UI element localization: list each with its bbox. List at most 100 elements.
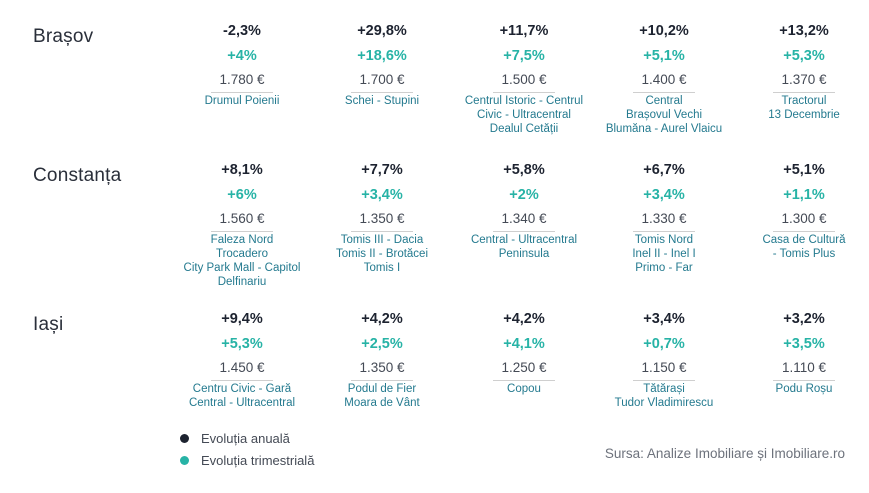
zone-list: Podu Roșu xyxy=(776,382,833,396)
quarterly-change: +1,1% xyxy=(783,187,825,203)
zone-name: Dealul Cetății xyxy=(489,123,559,135)
annual-change: +9,4% xyxy=(221,311,263,327)
divider xyxy=(351,380,413,381)
divider xyxy=(773,231,835,232)
divider xyxy=(351,92,413,93)
price-per-sqm: 1.500 € xyxy=(501,72,547,87)
legend-item-annual: Evoluția anuală xyxy=(180,428,314,448)
zone-name: Tudor Vladimirescu xyxy=(614,397,714,409)
quarterly-change: +6% xyxy=(227,187,257,203)
divider xyxy=(211,231,273,232)
price-per-sqm: 1.450 € xyxy=(219,360,265,375)
annual-change: +11,7% xyxy=(499,23,549,39)
annual-change: +29,8% xyxy=(357,23,407,39)
zone-name: Faleza Nord xyxy=(210,234,274,246)
quarterly-change: +5,3% xyxy=(783,48,825,64)
zone-name: Casa de Cultură xyxy=(762,234,846,246)
quarterly-change: +2% xyxy=(509,187,539,203)
annual-change: +3,2% xyxy=(783,311,825,327)
price-per-sqm: 1.400 € xyxy=(641,72,687,87)
quarterly-change: +3,4% xyxy=(643,187,685,203)
city-name: Iași xyxy=(33,314,64,335)
annual-change: +6,7% xyxy=(643,162,685,178)
zone-cell: +29,8% +18,6% 1.700 € Schei - Stupini xyxy=(312,22,452,108)
price-per-sqm: 1.300 € xyxy=(781,211,827,226)
zone-list: Faleza Nord Trocadero City Park Mall - Cap… xyxy=(184,233,301,289)
zone-cell: +11,7% +7,5% 1.500 € Centrul Istoric - Cent… xyxy=(454,22,594,136)
city-block: Constanța +8,1% +6% 1.560 € Faleza Nord Troca… xyxy=(0,161,869,301)
annual-change: +10,2% xyxy=(639,23,689,39)
legend-dot-quarter xyxy=(180,455,189,465)
zone-name: Central - Ultracentral xyxy=(470,234,578,246)
zone-name: Tătărași xyxy=(643,383,685,395)
divider xyxy=(493,231,555,232)
zone-name: Drumul Poienii xyxy=(204,95,280,107)
zone-cell: +5,8% +2% 1.340 € Central - Ultracentral Pen… xyxy=(454,161,594,261)
zone-name: Tomis I xyxy=(363,262,401,274)
divider xyxy=(493,92,555,93)
zone-name: Brașovul Vechi xyxy=(625,109,703,121)
annual-change: +5,1% xyxy=(783,162,825,178)
quarterly-change: +5,1% xyxy=(643,48,685,64)
zone-list: Central - Ultracentral Peninsula xyxy=(471,233,577,261)
price-per-sqm: 1.330 € xyxy=(641,211,687,226)
zone-list: Casa de Cultură - Tomis Plus xyxy=(762,233,845,261)
quarterly-change: +7,5% xyxy=(503,48,545,64)
divider xyxy=(773,92,835,93)
zone-cell: +9,4% +5,3% 1.450 € Centru Civic - Gară Cent… xyxy=(172,310,312,410)
zone-cell: -2,3% +4% 1.780 € Drumul Poienii xyxy=(172,22,312,108)
divider xyxy=(211,380,273,381)
zone-name: Copou xyxy=(507,383,541,395)
annual-change: +3,4% xyxy=(643,311,685,327)
price-per-sqm: 1.250 € xyxy=(501,360,547,375)
quarterly-change: +2,5% xyxy=(361,336,403,352)
zone-cell: +3,2% +3,5% 1.110 € Podu Roșu xyxy=(734,310,869,396)
zone-name: Centrul Istoric - Centrul xyxy=(464,95,584,107)
zone-name: Podul de Fier xyxy=(347,383,417,395)
zone-cell: +13,2% +5,3% 1.370 € Tractorul 13 Decembrie xyxy=(734,22,869,122)
zone-name: Moara de Vânt xyxy=(344,397,420,409)
zone-list: Drumul Poienii xyxy=(205,94,280,108)
zone-list: Tomis III - Dacia Tomis II - Brotăcei Tomi… xyxy=(336,233,428,275)
divider xyxy=(351,231,413,232)
annual-change: -2,3% xyxy=(223,23,261,39)
city-name: Brașov xyxy=(33,26,94,47)
zone-list: Centru Civic - Gară Central - Ultracentra… xyxy=(189,382,295,410)
price-per-sqm: 1.150 € xyxy=(641,360,687,375)
price-per-sqm: 1.350 € xyxy=(359,360,405,375)
annual-change: +4,2% xyxy=(361,311,403,327)
annual-change: +8,1% xyxy=(221,162,263,178)
legend-label-annual: Evoluția anuală xyxy=(201,430,290,446)
zone-list: Tractorul 13 Decembrie xyxy=(768,94,840,122)
zone-name: Trocadero xyxy=(215,248,268,260)
zone-name: Central - Ultracentral xyxy=(188,397,296,409)
legend-item-quarter: Evoluția trimestrială xyxy=(180,450,314,470)
zone-name: Civic - Ultracentral xyxy=(477,109,571,121)
zone-name: Tomis III - Dacia xyxy=(340,234,424,246)
city-block: Iași +9,4% +5,3% 1.450 € Centru Civic - Gară… xyxy=(0,310,869,450)
quarterly-change: +3,4% xyxy=(361,187,403,203)
divider xyxy=(633,380,695,381)
divider xyxy=(493,380,555,381)
zone-name: Schei - Stupini xyxy=(344,95,420,107)
legend: Evoluția anuală Evoluția trimestrială xyxy=(180,428,314,472)
zone-list: Tomis Nord Inel II - Inel I Primo - Far xyxy=(632,233,695,275)
price-per-sqm: 1.350 € xyxy=(359,211,405,226)
zone-list: Schei - Stupini xyxy=(345,94,419,108)
zone-name: Tomis II - Brotăcei xyxy=(335,248,429,260)
divider xyxy=(773,380,835,381)
zone-name: Central xyxy=(645,95,683,107)
legend-label-quarter: Evoluția trimestrială xyxy=(201,452,315,468)
zone-name: - Tomis Plus xyxy=(772,248,836,260)
zone-list: Central Brașovul Vechi Blumăna - Aurel Vla… xyxy=(606,94,722,136)
quarterly-change: +18,6% xyxy=(357,48,407,64)
zone-name: City Park Mall - Capitol xyxy=(183,262,301,274)
zone-name: Peninsula xyxy=(498,248,550,260)
quarterly-change: +3,5% xyxy=(783,336,825,352)
annual-change: +7,7% xyxy=(361,162,403,178)
zone-name: Primo - Far xyxy=(635,262,693,274)
zone-name: Blumăna - Aurel Vlaicu xyxy=(605,123,723,135)
zone-list: Centrul Istoric - Centrul Civic - Ultrace… xyxy=(465,94,583,136)
source-note: Sursa: Analize Imobiliare și Imobiliare.… xyxy=(604,446,845,461)
price-per-sqm: 1.700 € xyxy=(359,72,405,87)
